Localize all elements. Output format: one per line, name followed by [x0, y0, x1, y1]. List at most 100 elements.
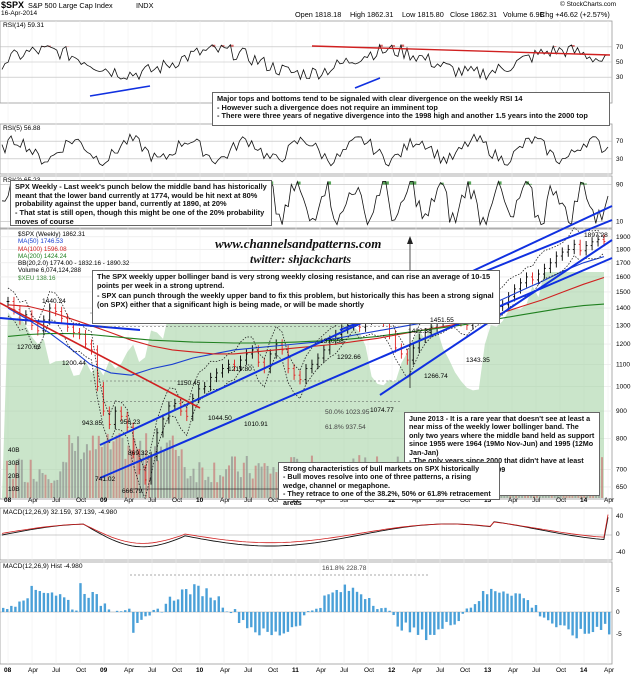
hist-bar [363, 599, 367, 612]
hist-bar [42, 592, 46, 612]
rsi-fill [379, 44, 383, 47]
hist-bar [319, 607, 322, 612]
hist-bar [10, 605, 13, 612]
x-tick-label: 10 [196, 497, 204, 504]
hist-bar [278, 612, 281, 636]
hist-bar [144, 612, 147, 617]
annotation-line: - However such a divergence does not req… [217, 102, 438, 112]
price-tick-label: 1500 [616, 289, 631, 296]
volume-bar [97, 435, 100, 498]
hist-bar [359, 594, 363, 612]
volume-bar [245, 455, 248, 498]
rsi-fill [583, 183, 587, 185]
volume-bar [601, 457, 604, 498]
volume-bar [183, 467, 186, 498]
legend-xeu: $XEU 138.16 [18, 274, 56, 282]
trend-line [99, 257, 613, 479]
x-tick-label: Oct [172, 497, 182, 504]
hist-bar [575, 612, 578, 639]
x-tick-label: Jul [244, 497, 253, 504]
price-label: 943.85 [82, 420, 103, 427]
annotation-line: SPX Weekly - Last week's punch below the… [15, 182, 267, 209]
annotation-weekly: SPX Weekly - Last week's punch below the… [10, 180, 272, 226]
legend-ma50: MA(50) 1746.53 [18, 238, 64, 246]
hist-bar [290, 612, 294, 628]
hist-bar [83, 593, 86, 612]
volume-bar [112, 441, 115, 498]
price-label: 1370.58 [320, 338, 344, 345]
x-tick-label: 08 [4, 667, 12, 674]
hist-bar [258, 612, 261, 636]
volume-bar [115, 435, 118, 498]
volume-bar [189, 475, 192, 498]
volume-bar [56, 479, 59, 498]
volume-bar [91, 435, 94, 498]
volume-bar [62, 461, 65, 498]
volume-bar [124, 458, 127, 498]
volume-bar [145, 433, 148, 498]
x-tick-label: Oct [460, 667, 470, 674]
hist-tick-label: 0 [616, 609, 620, 616]
volume-bar [65, 462, 68, 498]
hist-bar [465, 608, 469, 612]
volume-bar [8, 475, 11, 498]
volume-bar [133, 439, 136, 498]
price-tick-label: 1300 [616, 322, 631, 329]
hist-bar [46, 593, 50, 612]
hist-tick-label: 5 [616, 587, 620, 594]
hist-bar [201, 596, 204, 612]
price-label: 1422.38 [408, 328, 432, 335]
x-tick-label: Jul [148, 497, 157, 504]
volume-bar [272, 467, 275, 498]
volume-bar [154, 446, 157, 498]
x-tick-label: Oct [556, 497, 566, 504]
price-label: 956.23 [120, 419, 141, 426]
price-tick-label: 800 [616, 436, 627, 443]
hist-bar [384, 607, 387, 612]
volume-bar [225, 469, 228, 498]
hist-bar [103, 603, 107, 612]
hist-label: MACD(12,26,9) Hist -4.980 [3, 563, 83, 570]
hist-bar [477, 601, 481, 612]
hist-bar [563, 612, 566, 626]
x-tick-label: Apr [604, 497, 615, 504]
hist-bar [608, 612, 611, 635]
hist-bar [494, 591, 497, 612]
volume-bar [71, 443, 74, 498]
price-label: 1292.66 [337, 354, 361, 361]
hist-bar [408, 612, 412, 633]
trend-line-red [0, 302, 201, 409]
x-tick-label: Apr [124, 497, 135, 504]
annotation-line: - They retrace to one of the 38.2%, 50% … [283, 489, 491, 507]
rsi-line [1, 133, 609, 167]
volume-bar [201, 467, 204, 498]
hist-bar [445, 612, 448, 622]
hist-tick-label: -5 [616, 631, 622, 638]
volume-bar [103, 442, 106, 498]
hist-bar [392, 612, 395, 616]
volume-bar [38, 469, 41, 498]
volume-bar [198, 462, 201, 498]
price-tick-label: 650 [616, 484, 627, 491]
x-tick-label: Apr [604, 667, 615, 674]
hist-bar [221, 607, 225, 612]
hist-bar [587, 612, 591, 634]
annotation-line: - Bull moves resolve into one of three p… [283, 472, 472, 490]
volume-bar [6, 460, 8, 498]
annotation-line: - There were three years of negative div… [217, 111, 588, 121]
hist-bar [538, 612, 542, 617]
hist-bar [237, 612, 241, 624]
hist-bar [75, 610, 78, 612]
volume-bar [186, 478, 189, 498]
volume-bar [29, 459, 32, 498]
volume-bar [77, 436, 80, 498]
hist-bar [38, 591, 42, 612]
macd-signal-line [1, 514, 609, 544]
volume-bar [213, 462, 216, 498]
price-label: 1897.28 [584, 232, 608, 239]
header-exchange: INDX [136, 1, 154, 10]
volume-bar [47, 479, 50, 498]
rsi-fill [297, 181, 301, 185]
annotation-line: - That stat is still open, though this m… [15, 208, 265, 226]
x-tick-label: Apr [316, 497, 327, 504]
